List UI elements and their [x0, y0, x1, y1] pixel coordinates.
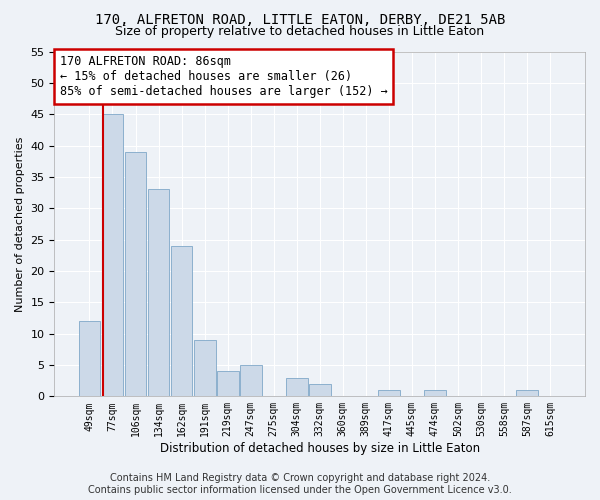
Bar [170, 246, 193, 396]
Bar [239, 365, 262, 396]
Bar [424, 390, 446, 396]
Bar [125, 152, 146, 396]
Bar [516, 390, 538, 396]
Bar [286, 378, 308, 396]
Bar [79, 321, 100, 396]
X-axis label: Distribution of detached houses by size in Little Eaton: Distribution of detached houses by size … [160, 442, 480, 455]
Bar [194, 340, 215, 396]
Text: Contains HM Land Registry data © Crown copyright and database right 2024.
Contai: Contains HM Land Registry data © Crown c… [88, 474, 512, 495]
Text: 170 ALFRETON ROAD: 86sqm
← 15% of detached houses are smaller (26)
85% of semi-d: 170 ALFRETON ROAD: 86sqm ← 15% of detach… [60, 55, 388, 98]
Y-axis label: Number of detached properties: Number of detached properties [15, 136, 25, 312]
Bar [148, 190, 169, 396]
Bar [101, 114, 124, 397]
Text: Size of property relative to detached houses in Little Eaton: Size of property relative to detached ho… [115, 25, 485, 38]
Text: 170, ALFRETON ROAD, LITTLE EATON, DERBY, DE21 5AB: 170, ALFRETON ROAD, LITTLE EATON, DERBY,… [95, 12, 505, 26]
Bar [378, 390, 400, 396]
Bar [309, 384, 331, 396]
Bar [217, 372, 239, 396]
